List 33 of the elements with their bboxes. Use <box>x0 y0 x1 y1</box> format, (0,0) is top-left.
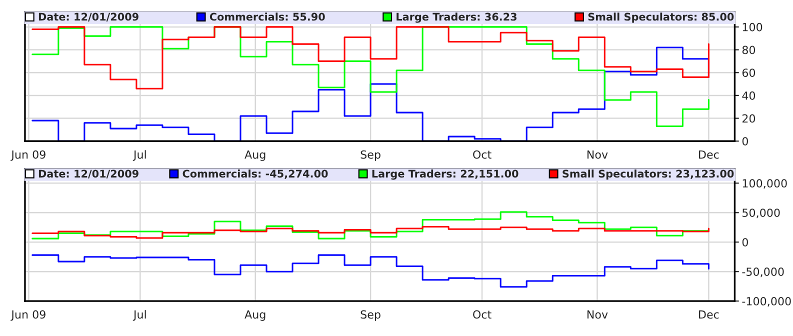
legend-label: Small Speculators: 23,123.00 <box>562 170 734 180</box>
legend-title: Date: 12/01/2009 <box>38 170 138 178</box>
x-tick-label: Aug <box>244 310 266 321</box>
x-tick-label: Oct <box>473 150 492 159</box>
x-tick-label: Dec <box>699 150 719 159</box>
legend-title: Date: 12/01/2009 <box>38 12 138 22</box>
legend-label: Commercials: 55.90 <box>210 12 325 21</box>
x-tick-label: Jun 09 <box>10 310 46 321</box>
x-tick-label: Dec <box>699 310 719 319</box>
x-tick-label: Sep <box>360 310 380 321</box>
x-tick-label: Aug <box>244 150 266 161</box>
x-tick-label: Jul <box>132 310 146 321</box>
legend-label: Commercials: -45,274.00 <box>182 170 328 179</box>
y-tick-label: 50,000 <box>742 208 780 218</box>
x-tick-label: Sep <box>360 150 380 161</box>
y-tick-label: -50,000 <box>742 268 784 278</box>
y-tick-label: 40 <box>742 91 756 100</box>
y-tick-label: 80 <box>742 46 756 54</box>
y-tick-label: 20 <box>742 114 756 123</box>
x-tick-label: Oct <box>473 310 492 319</box>
y-tick-label: 60 <box>742 68 756 77</box>
y-tick-label: 100,000 <box>742 179 787 189</box>
legend-label: Large Traders: 36.23 <box>396 12 517 23</box>
legend-label: Small Speculators: 85.00 <box>588 12 734 23</box>
x-tick-label: Jun 09 <box>10 150 46 161</box>
y-tick-label: -100,000 <box>742 297 791 307</box>
y-tick-label: 0 <box>742 137 748 146</box>
x-tick-label: Nov <box>587 310 608 319</box>
y-tick-label: 0 <box>742 238 748 246</box>
y-tick-label: 100 <box>742 22 762 32</box>
x-tick-label: Jul <box>132 150 146 161</box>
legend-label: Large Traders: 22,151.00 <box>372 170 518 180</box>
x-tick-label: Nov <box>587 150 608 159</box>
